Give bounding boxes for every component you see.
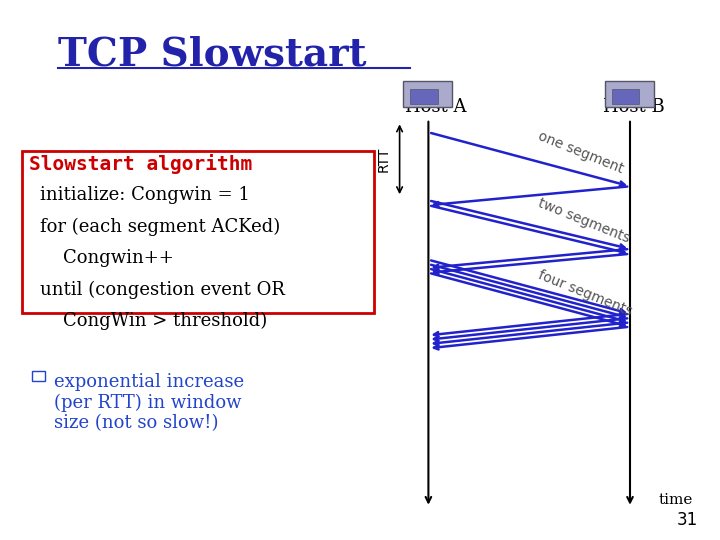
Bar: [22, 151, 374, 313]
Text: two segments: two segments: [536, 195, 632, 245]
Text: Host B: Host B: [603, 98, 665, 116]
Text: Congwin++: Congwin++: [40, 249, 174, 267]
Text: for (each segment ACKed): for (each segment ACKed): [40, 218, 280, 236]
Text: exponential increase
(per RTT) in window
size (not so slow!): exponential increase (per RTT) in window…: [54, 373, 244, 433]
Text: CongWin > threshold): CongWin > threshold): [40, 312, 267, 330]
Bar: [410, 89, 438, 104]
Text: Host A: Host A: [405, 98, 467, 116]
Bar: [403, 81, 452, 107]
Text: RTT: RTT: [377, 147, 391, 172]
Text: initialize: Congwin = 1: initialize: Congwin = 1: [40, 186, 249, 204]
Text: Slowstart algorithm: Slowstart algorithm: [29, 154, 252, 174]
Text: time: time: [659, 492, 693, 507]
Text: until (congestion event OR: until (congestion event OR: [40, 280, 284, 299]
Text: TCP Slowstart: TCP Slowstart: [58, 35, 366, 73]
Text: four segments: four segments: [536, 268, 634, 319]
Text: one segment: one segment: [536, 129, 626, 177]
Bar: [605, 81, 654, 107]
Text: 31: 31: [677, 511, 698, 529]
Bar: [32, 371, 45, 381]
Bar: [612, 89, 639, 104]
